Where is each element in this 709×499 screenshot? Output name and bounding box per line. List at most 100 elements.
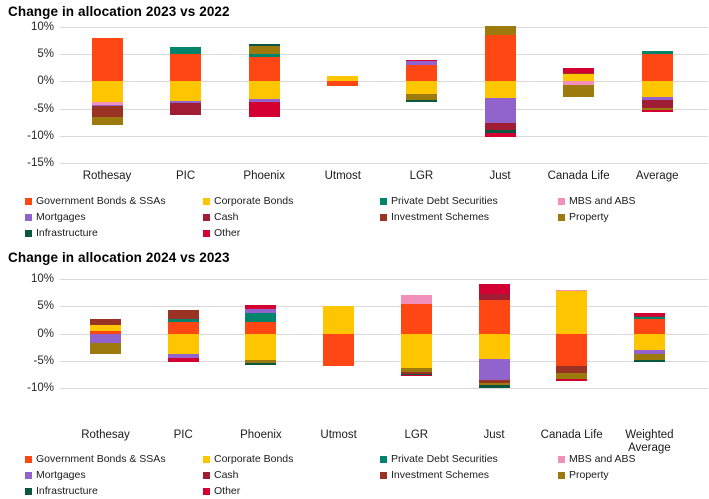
bar-segment	[556, 333, 588, 366]
bar-segment	[91, 106, 123, 117]
bar-segment	[556, 373, 588, 380]
y-axis-tick-label: -15%	[27, 157, 54, 169]
bar-segment	[248, 53, 280, 57]
x-axis-category-label: Weighted Average	[625, 429, 674, 454]
legend-swatch	[203, 471, 210, 479]
bar-segment	[91, 81, 123, 102]
bar-segment	[563, 81, 595, 85]
bar-segment	[556, 365, 588, 374]
gridline	[60, 388, 708, 390]
bar-segment	[563, 84, 595, 98]
bar-segment	[91, 105, 123, 107]
bar-segment	[633, 317, 665, 320]
bar-segment	[400, 367, 432, 373]
bar-segment	[400, 374, 432, 376]
x-axis-category-label: Utmost	[324, 170, 362, 182]
x-axis-category-label: LGR	[409, 170, 434, 182]
legend-item: Other	[203, 225, 380, 241]
bar-segment	[167, 357, 199, 362]
chart-title: Change in allocation 2023 vs 2022	[8, 4, 230, 19]
bar-segment	[90, 319, 121, 326]
bar-segment	[400, 304, 432, 334]
legend-swatch	[203, 487, 210, 495]
plot-area: 10% 5% 0% -5% -10% Rothesay PIC Phoenix Utmost LG…	[0, 272, 709, 454]
bar-segment	[556, 289, 588, 291]
bar-segment	[641, 96, 673, 100]
y-axis-tick-label: 0%	[37, 75, 54, 88]
legend-item: Investment Schemes	[380, 209, 558, 225]
bar-segment	[167, 322, 199, 334]
y-axis-tick-label: 5%	[37, 48, 54, 61]
legend-item: Infrastructure	[25, 483, 203, 499]
legend-label: Mortgages	[36, 211, 86, 223]
bar-segment	[248, 44, 280, 47]
bar-segment	[323, 333, 355, 366]
gridline	[60, 163, 708, 164]
bar-segment	[245, 312, 277, 322]
legend: Government Bonds & SSAs Corporate Bonds Pr…	[25, 451, 636, 499]
bar-segment	[641, 54, 673, 82]
gridline	[60, 360, 708, 362]
bar-segment	[478, 359, 510, 380]
bar-segment	[170, 103, 202, 115]
gridline	[60, 279, 708, 280]
bar-segment	[563, 72, 595, 75]
x-axis-category-label: Rothesay	[81, 429, 130, 441]
bar-segment	[405, 99, 437, 103]
bar-segment	[170, 100, 202, 104]
legend-label: Private Debt Securities	[391, 453, 498, 465]
y-axis-tick-label: -5%	[33, 102, 54, 115]
legend-swatch	[380, 455, 387, 463]
chart-2023-vs-2022: Change in allocation 2023 vs 2022 10% 5% 0…	[0, 0, 709, 245]
bar-segment	[245, 360, 277, 364]
legend-swatch	[558, 197, 565, 205]
bar-segment	[484, 132, 516, 137]
bar-segment	[484, 26, 516, 35]
bar-segment	[484, 34, 516, 82]
bar-segment	[478, 385, 510, 388]
bar-segment	[641, 107, 673, 111]
chart-title: Change in allocation 2024 vs 2023	[8, 250, 230, 265]
legend-swatch	[558, 471, 565, 479]
gridline	[60, 306, 708, 308]
bar-segment	[478, 294, 510, 301]
legend-swatch	[203, 197, 210, 205]
bar-segment	[405, 93, 437, 100]
bar-segment	[400, 294, 432, 305]
bar-segment	[327, 81, 359, 87]
bar-segment	[478, 380, 510, 384]
x-axis-category-label: Just	[489, 170, 511, 182]
legend-swatch	[25, 229, 32, 237]
bar-segment	[633, 315, 665, 318]
bar-segment	[484, 123, 516, 131]
legend-item: Infrastructure	[25, 225, 203, 241]
bar-segment	[563, 74, 595, 82]
legend-swatch	[380, 197, 387, 205]
chart-2024-vs-2023: Change in allocation 2024 vs 2023 10% 5% 0…	[0, 245, 709, 497]
bar-segment	[170, 46, 202, 55]
legend-label: Other	[214, 485, 241, 497]
gridline	[60, 27, 708, 28]
bar-segment	[405, 60, 437, 62]
bar-segment	[90, 325, 121, 332]
legend-swatch	[380, 471, 387, 479]
legend-label: Property	[569, 469, 609, 481]
bar-segment	[405, 64, 437, 82]
legend-swatch	[203, 455, 210, 463]
legend-swatch	[203, 229, 210, 237]
legend-item: Cash	[203, 467, 380, 483]
legend-swatch	[558, 213, 565, 221]
bar-segment	[478, 300, 510, 334]
y-axis-tick-label: -5%	[33, 354, 54, 367]
bar-segment	[484, 98, 516, 124]
y-axis-tick-label: 5%	[37, 300, 54, 313]
bar-segment	[91, 116, 123, 126]
bar-segment	[248, 81, 280, 99]
bar-segment	[167, 333, 199, 355]
bar-segment	[405, 81, 437, 94]
bar-segment	[248, 56, 280, 82]
legend-label: Investment Schemes	[391, 211, 490, 223]
bar-segment	[245, 363, 277, 366]
bar-segment	[245, 333, 277, 361]
bar-segment	[90, 331, 121, 334]
